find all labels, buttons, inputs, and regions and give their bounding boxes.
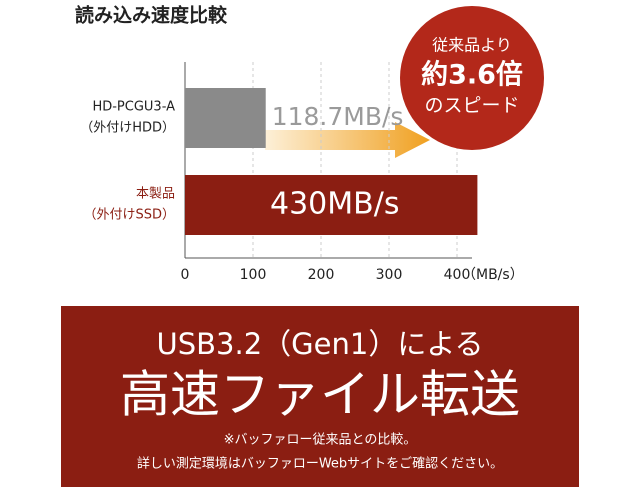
x-tick-label: 400 xyxy=(444,267,471,283)
callout-line: 従来品より xyxy=(432,36,512,55)
banner-headline: USB3.2（Gen1）による xyxy=(157,327,484,361)
callout-line: のスピード xyxy=(424,95,519,117)
y-tick-note: （外付けSSD） xyxy=(83,208,175,223)
value-label: 430MB/s xyxy=(270,187,399,222)
callout-circle xyxy=(400,6,544,150)
banner xyxy=(61,306,579,487)
x-tick-label: 100 xyxy=(240,267,267,283)
bar xyxy=(185,88,266,148)
chart: 0 100 200 300 400（MB/s） HD-PCGU3-A （外付けHDD） 118… xyxy=(80,62,524,283)
x-axis-unit: （MB/s） xyxy=(462,267,524,283)
y-tick-label: 本製品 xyxy=(136,187,175,202)
y-tick-label: HD-PCGU3-A xyxy=(92,100,175,115)
y-tick-note: （外付けHDD） xyxy=(80,121,175,136)
bar xyxy=(185,175,478,235)
banner-title: 高速ファイル転送 xyxy=(120,366,520,424)
chart-title: 読み込み速度比較 xyxy=(75,4,228,27)
x-tick-label: 0 xyxy=(181,267,190,283)
callout-line: 約3.6倍 xyxy=(421,59,523,91)
banner-note: ※バッファロー従来品との比較。 xyxy=(224,433,417,448)
banner-note: 詳しい測定環境はバッファローWebサイトをご確認ください。 xyxy=(137,456,503,472)
x-tick-label: 300 xyxy=(376,267,403,283)
x-tick-label: 200 xyxy=(308,267,335,283)
value-label: 118.7MB/s xyxy=(272,102,404,131)
